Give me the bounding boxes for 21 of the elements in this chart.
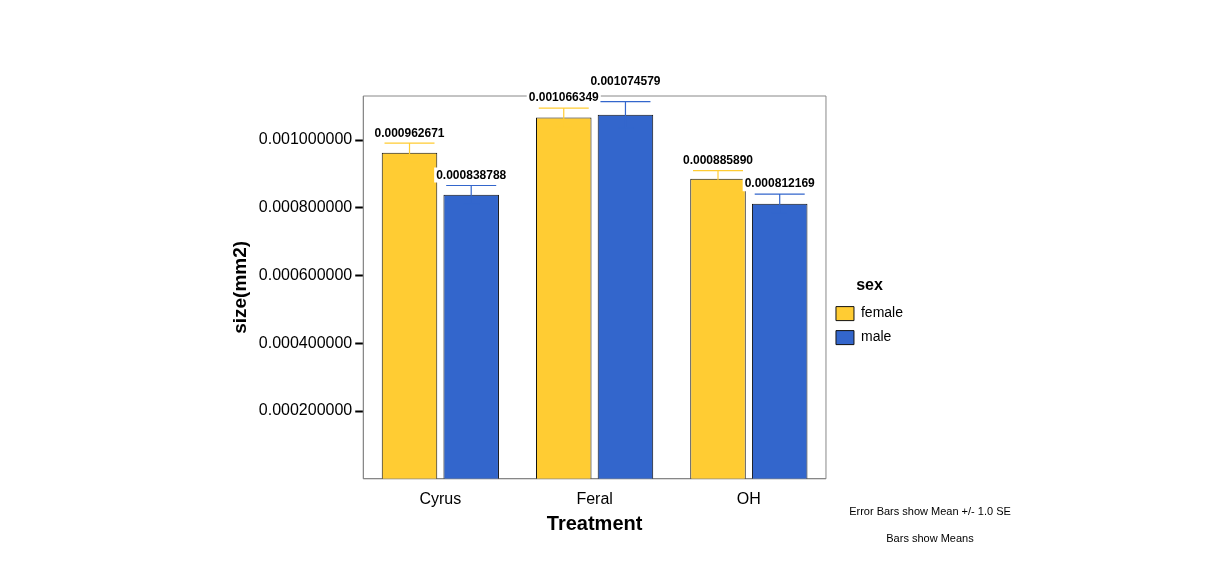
- y-axis-title: size(mm2): [228, 240, 250, 334]
- text: Bars show Means: [885, 532, 975, 544]
- x-tick-label: OH: [736, 489, 761, 507]
- y-tick-label: 0.001000000: [258, 130, 353, 148]
- y-tick-label: 0.000200000: [258, 401, 353, 419]
- y-tick-label: 0.000800000: [258, 198, 353, 216]
- y-tick-label: 0.000600000: [258, 265, 353, 283]
- data-label: 0.000962671: [374, 125, 445, 140]
- legend-label: male: [860, 328, 892, 345]
- legend-label: female: [860, 304, 904, 321]
- text: Error Bars show Mean +/- 1.0 SE: [848, 505, 1012, 517]
- legend-title: sex: [856, 275, 883, 293]
- x-axis-title: Treatment: [546, 511, 643, 534]
- data-label: 0.000838788: [436, 167, 507, 182]
- y-tick-label: 0.000400000: [258, 333, 353, 351]
- x-tick-label: Cyrus: [419, 489, 462, 507]
- data-label: 0.001074579: [590, 74, 661, 89]
- data-label: 0.000885890: [682, 152, 754, 167]
- x-tick-label: Feral: [576, 489, 613, 507]
- data-label: 0.001066349: [528, 90, 600, 105]
- data-label: 0.000812169: [744, 176, 816, 191]
